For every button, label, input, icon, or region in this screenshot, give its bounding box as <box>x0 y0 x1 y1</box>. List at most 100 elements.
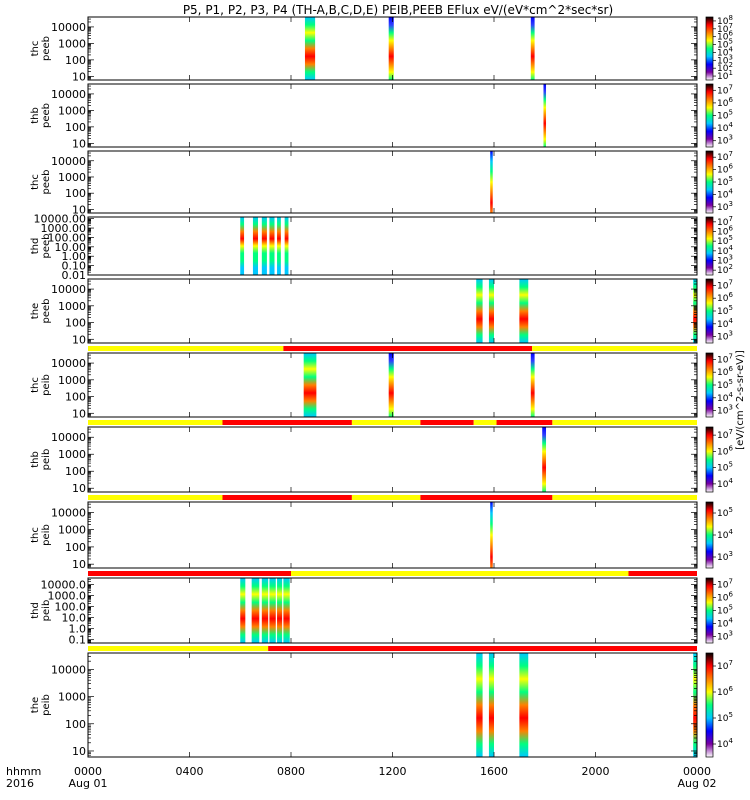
status-bar-segment <box>222 420 352 425</box>
y-tick-label: 100 <box>65 541 86 554</box>
y-tick-label: 10 <box>72 70 86 83</box>
colorbar-tick-label: 103 <box>717 404 733 417</box>
spectrogram-block <box>284 217 289 275</box>
panel-7: 10 100 1000 10000 thb peib 104 105 106 107 <box>30 426 733 500</box>
colorbar-tick-label: 104 <box>717 121 733 134</box>
panel-label: the peib <box>30 694 52 716</box>
colorbar-tick-label: 107 <box>717 215 733 228</box>
status-bar-segment <box>420 495 553 500</box>
panel-label-product: peeb <box>41 234 52 259</box>
colorbar-tick-label: 107 <box>717 22 733 35</box>
colorbar-tick-label: 102 <box>717 61 733 74</box>
spectrogram-block <box>269 578 276 643</box>
colorbar-tick-label: 107 <box>717 578 733 591</box>
colorbar-tick-label: 104 <box>717 528 733 541</box>
y-tick-label: 10 <box>72 745 86 758</box>
panel-8: 10 100 1000 10000 thc peib 103 104 105 <box>30 501 733 576</box>
y-tick-label: 10 <box>72 333 86 346</box>
colorbar-tick-label: 103 <box>717 254 733 267</box>
panel-label: the peeb <box>30 299 52 324</box>
colorbar-tick-label: 106 <box>717 444 733 457</box>
panel-10: 10 100 1000 10000 the peib 104 105 106 107 <box>30 652 733 758</box>
panel-label-product: peeb <box>41 103 52 128</box>
colorbar-tick-label: 104 <box>717 45 733 58</box>
panel-label-probe: thd <box>30 238 41 255</box>
panel-label-product: peeb <box>41 170 52 195</box>
colorbar-tick-label: 105 <box>717 711 733 724</box>
panel-label: thb peeb <box>30 103 52 128</box>
status-bar-segment <box>88 495 223 500</box>
colorbar-tick-label: 104 <box>717 617 733 630</box>
status-bar-segment <box>268 646 697 651</box>
chart-title: P5, P1, P2, P3, P4 (TH-A,B,C,D,E) PEIB,P… <box>183 3 613 17</box>
spectrogram-block <box>269 217 275 275</box>
y-tick-label: 0.10 <box>62 260 87 273</box>
y-tick-label: 1000 <box>58 171 86 184</box>
y-tick-label: 1.0 <box>69 623 87 636</box>
colorbar-tick-label: 106 <box>717 163 733 176</box>
panel-label-product: peib <box>41 524 52 546</box>
y-tick-label: 1000 <box>58 691 86 704</box>
y-tick-label: 10.00 <box>55 241 87 254</box>
spectrogram-block <box>530 17 535 80</box>
panel-frame <box>87 150 698 214</box>
colorbar-tick-label: 103 <box>717 200 733 213</box>
y-tick-label: 10 <box>72 407 86 420</box>
x-year-label: 2016 <box>6 777 34 790</box>
status-bar-segment <box>552 420 697 425</box>
spectrogram-block <box>543 84 547 147</box>
colorbar-tick-label: 107 <box>717 83 733 96</box>
y-tick-label: 100 <box>65 391 86 404</box>
colorbar-tick-label: 104 <box>717 477 733 490</box>
y-tick-label: 100 <box>65 317 86 330</box>
colorbar-tick-label: 104 <box>717 737 733 750</box>
spectrogram-block <box>251 578 260 643</box>
spectrogram-block <box>277 578 283 643</box>
colorbar-tick-label: 105 <box>717 604 733 617</box>
status-bar-segment <box>628 571 697 576</box>
y-tick-label: 0.01 <box>62 269 87 282</box>
colorbar-tick-label: 107 <box>717 278 733 291</box>
spectrogram-block <box>542 427 547 492</box>
y-tick-label: 10000 <box>51 21 86 34</box>
panel-label: thd peib <box>30 600 52 622</box>
colorbar-tick-label: 106 <box>717 30 733 43</box>
spectrogram-block <box>476 653 483 757</box>
panel-label: thc peib <box>30 374 52 396</box>
colorbar-tick-label: 106 <box>717 365 733 378</box>
x-date-label: Aug 02 <box>678 777 717 790</box>
colorbar <box>705 652 714 758</box>
panel-label-probe: thc <box>30 174 41 190</box>
spectrogram-block <box>530 353 535 417</box>
colorbar-tick-label: 103 <box>717 330 733 343</box>
colorbar <box>705 83 714 148</box>
spectrogram-block <box>240 217 245 275</box>
y-tick-label: 1000.00 <box>41 222 87 235</box>
x-row-label: hhmm <box>6 765 41 778</box>
status-bar-segment <box>351 495 421 500</box>
colorbar-tick-label: 106 <box>717 225 733 238</box>
spectrogram-block <box>277 217 281 275</box>
panel-label: thc peeb <box>30 36 52 61</box>
panel-label: thb peib <box>30 449 52 471</box>
y-tick-label: 1000 <box>58 374 86 387</box>
spectrogram-block <box>519 653 529 757</box>
colorbar-tick-label: 107 <box>717 150 733 163</box>
panel-frame <box>87 652 698 758</box>
spectrogram-block <box>476 279 483 343</box>
panel-label-probe: thc <box>30 527 41 543</box>
y-tick-label: 1000.0 <box>48 590 87 603</box>
status-bar-segment <box>552 495 697 500</box>
spectrogram-block <box>488 279 494 343</box>
colorbar-tick-label: 107 <box>717 352 733 365</box>
x-tick-label: 0000 <box>683 765 711 778</box>
colorbar <box>705 426 714 493</box>
y-tick-label: 10000 <box>51 506 86 519</box>
y-tick-label: 1000 <box>58 524 86 537</box>
x-tick-label: 0800 <box>277 765 305 778</box>
spectrogram-block <box>252 217 259 275</box>
